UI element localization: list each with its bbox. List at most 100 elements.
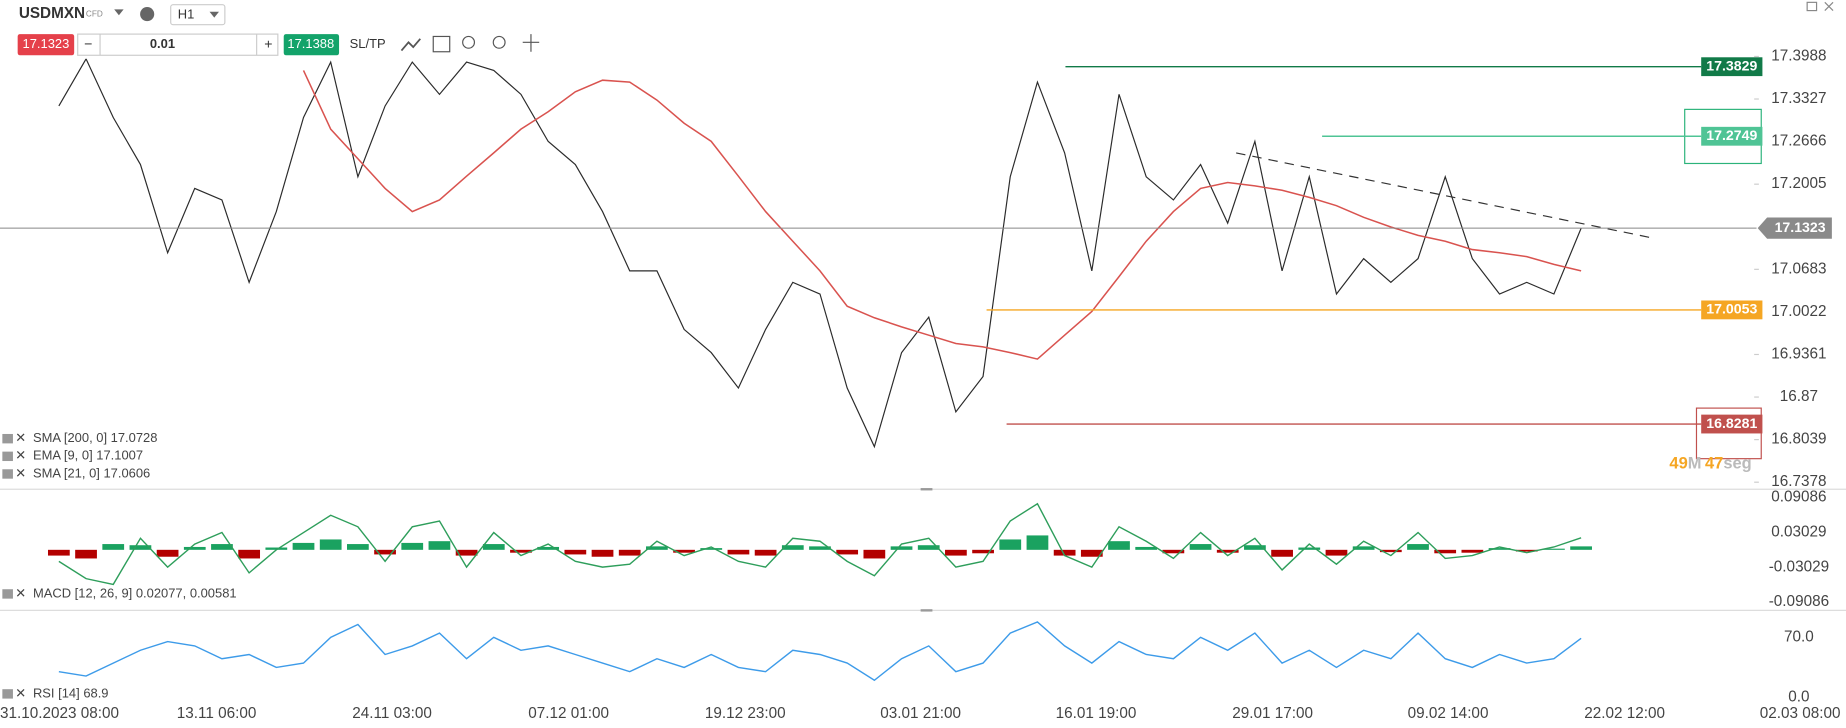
macd-bar — [945, 549, 967, 556]
macd-bar — [1352, 546, 1375, 550]
y-tick-label: 70.0 — [1784, 628, 1814, 645]
buy-button[interactable] — [283, 34, 340, 56]
y-tick-label: 16.87 — [1780, 388, 1818, 405]
x-tick-label: 03.01 21:00 — [880, 705, 961, 722]
level-label: 16.8281 — [1706, 415, 1757, 431]
legend-icon — [2, 433, 13, 444]
macd-bar — [1189, 544, 1212, 550]
x-tick-label: 24.11 03:00 — [352, 705, 432, 722]
macd-bar — [591, 549, 614, 557]
y-tick-label: 17.0022 — [1771, 303, 1826, 320]
macd-bar — [809, 546, 831, 550]
macd-bar — [618, 549, 641, 556]
lot: 0.01 — [150, 36, 175, 51]
macd-bar — [1053, 549, 1076, 556]
macd-bar — [401, 542, 424, 550]
y-tick-label: 16.8039 — [1771, 431, 1826, 448]
series-line — [302, 70, 1582, 360]
x-tick-label: 09.02 14:00 — [1408, 705, 1489, 722]
legend-icon — [2, 589, 13, 599]
timeframe-select[interactable] — [170, 4, 226, 26]
y-tick-label: 17.0683 — [1771, 260, 1826, 277]
level-tag — [1701, 126, 1763, 146]
macd-bar — [1515, 549, 1538, 552]
macd-bar — [836, 549, 859, 555]
zoom-out[interactable] — [462, 35, 476, 49]
sell-price: 17.1323 — [23, 36, 70, 51]
pan-tool[interactable] — [522, 34, 540, 52]
macd-bar — [374, 549, 396, 555]
legend-label: EMA [9, 0] 17.1007 — [33, 448, 143, 463]
legend-remove: ✕ — [15, 448, 26, 463]
plus[interactable]: + — [264, 35, 272, 51]
resize-handle[interactable] — [920, 488, 933, 491]
macd-bar — [1488, 548, 1511, 550]
macd-bar — [510, 549, 532, 553]
macd-bar — [455, 549, 478, 556]
legend-remove: ✕ — [15, 585, 26, 600]
level-tag — [1701, 57, 1763, 77]
line-tool[interactable] — [400, 38, 421, 52]
y-tick-label: -0.09086 — [1769, 593, 1829, 610]
macd-bar — [183, 546, 206, 550]
y-tick-label: 17.2005 — [1771, 175, 1826, 192]
macd-bar — [890, 546, 913, 550]
legend-remove: ✕ — [15, 465, 26, 480]
macd-bar — [1543, 548, 1565, 550]
macd-bar — [75, 549, 97, 559]
x-tick-label: 13.11 06:00 — [177, 705, 257, 722]
macd-bar — [347, 544, 369, 550]
macd-bar — [972, 549, 994, 554]
macd-bar — [102, 544, 125, 550]
macd-bar — [564, 549, 587, 555]
macd-bar — [754, 549, 777, 556]
zoom-in[interactable] — [492, 35, 506, 49]
macd-bar — [1135, 546, 1158, 550]
kind: CFD — [86, 9, 103, 18]
macd-bar — [673, 549, 695, 553]
macd-bar — [1298, 547, 1321, 550]
macd-bar — [482, 544, 505, 550]
minus[interactable]: − — [84, 35, 92, 51]
level-tag — [1701, 414, 1763, 434]
y-tick-label: 17.3327 — [1771, 90, 1826, 107]
macd-bar — [265, 547, 288, 550]
dropdown[interactable] — [114, 9, 124, 16]
macd-bar — [211, 544, 233, 550]
lot-input[interactable] — [77, 33, 279, 56]
legend-remove: ✕ — [15, 685, 26, 700]
legend-label: RSI [14] 68.9 — [33, 685, 109, 700]
current-price-label: 17.1323 — [1775, 219, 1826, 235]
macd-bar — [1461, 549, 1484, 553]
macd-bar — [1080, 549, 1103, 557]
y-tick-label: 16.7378 — [1771, 473, 1826, 490]
macd-line — [58, 502, 1582, 586]
macd-bar — [129, 545, 152, 550]
macd-bar — [781, 545, 804, 550]
macd-bar — [156, 549, 179, 557]
macd-bar — [1108, 541, 1130, 550]
sell-button[interactable] — [17, 34, 75, 56]
resize-handle[interactable] — [920, 609, 933, 612]
macd-bar — [646, 546, 668, 550]
series-line — [58, 57, 1582, 449]
info-icon[interactable] — [140, 7, 155, 22]
sltp[interactable]: SL/TP — [350, 36, 386, 51]
window-close[interactable] — [1824, 1, 1834, 12]
legend-icon — [2, 469, 13, 479]
window-min[interactable] — [1806, 1, 1818, 12]
legend-icon — [2, 451, 13, 462]
x-tick-label: 02.03 08:00 — [1760, 705, 1841, 722]
macd-bar — [1244, 545, 1266, 550]
macd-bar — [917, 545, 940, 550]
timer-seg: seg — [1723, 455, 1751, 473]
macd-bar — [727, 549, 750, 555]
macd-bar — [1162, 549, 1185, 554]
candle-tool[interactable] — [432, 35, 451, 53]
macd-bar — [292, 542, 315, 550]
dropdown — [209, 11, 219, 18]
price-plot — [58, 57, 1582, 449]
level-tag — [1701, 300, 1763, 320]
macd-bar — [999, 539, 1022, 550]
